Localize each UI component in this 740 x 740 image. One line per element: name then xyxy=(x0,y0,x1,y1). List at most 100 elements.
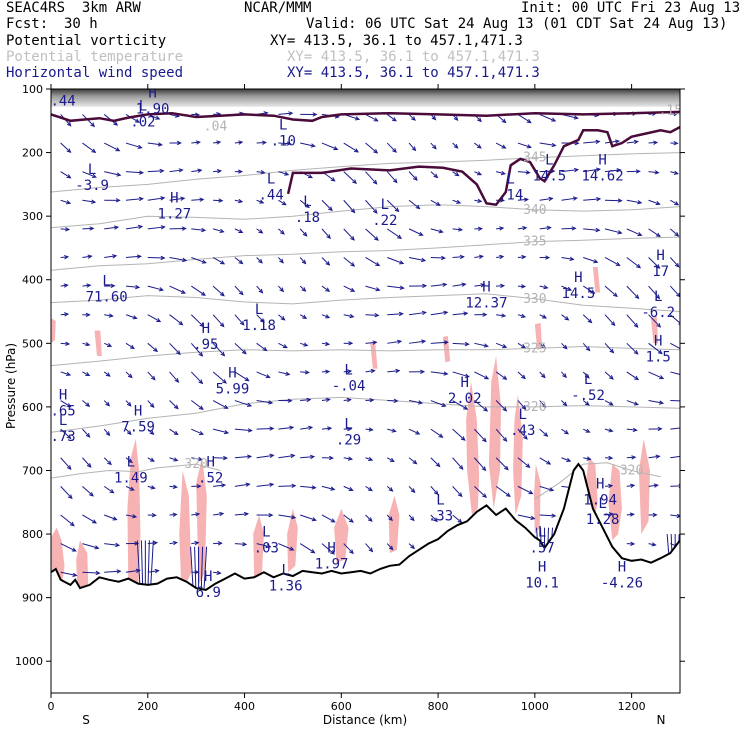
wind-arrowhead-234 xyxy=(372,179,378,185)
wind-arrowhead-83 xyxy=(151,512,157,518)
wind-vector-49 xyxy=(104,543,120,546)
wind-arrowhead-62 xyxy=(126,401,132,407)
wind-arrowhead-66 xyxy=(132,514,138,519)
wind-arrowhead-237 xyxy=(375,261,381,267)
wind-arrowhead-345 xyxy=(520,313,526,318)
wind-arrowhead-161 xyxy=(265,374,271,379)
extremum-value-0: .44 xyxy=(50,93,75,109)
wind-arrowhead-250 xyxy=(392,178,398,184)
extremum-type-3: L xyxy=(279,118,287,134)
extremum-type-26: L xyxy=(584,372,592,388)
wind-vector-196 xyxy=(300,485,316,489)
wind-vector-379 xyxy=(561,457,571,462)
wind-vector-127 xyxy=(212,371,227,384)
wind-vector-80 xyxy=(147,457,155,462)
wind-vector-271 xyxy=(408,340,426,344)
wind-vector-274 xyxy=(408,428,420,435)
wind-arrowhead-7 xyxy=(63,283,69,288)
extremum-value-32: .03 xyxy=(254,540,279,556)
wind-vector-9 xyxy=(60,371,71,376)
extremum-type-8: L xyxy=(381,197,389,213)
extremum-value-27: 1.49 xyxy=(114,470,148,486)
wind-arrowhead-428 xyxy=(654,170,660,175)
wind-vector-55 xyxy=(125,225,143,230)
wind-arrowhead-314 xyxy=(477,226,483,231)
wind-vector-385 xyxy=(583,228,600,231)
wind-vector-63 xyxy=(125,457,133,463)
wind-arrowhead-291 xyxy=(438,433,444,438)
wind-arrowhead-171 xyxy=(281,201,287,206)
wind-arrowhead-194 xyxy=(306,397,312,403)
wind-arrowhead-330 xyxy=(500,283,506,289)
wind-arrowhead-43 xyxy=(107,342,113,347)
wind-arrowhead-361 xyxy=(541,343,546,349)
wind-vector-129 xyxy=(212,428,229,434)
wind-arrowhead-334 xyxy=(502,406,508,412)
extremum-type-10: L xyxy=(545,152,553,168)
wind-arrowhead-336 xyxy=(503,465,509,471)
wind-arrowhead-286 xyxy=(442,282,448,287)
wind-arrowhead-20 xyxy=(91,173,97,178)
wind-arrowhead-413 xyxy=(637,200,643,205)
wind-arrowhead-26 xyxy=(85,342,91,347)
wind-arrowhead-143 xyxy=(239,320,245,326)
wind-arrowhead-178 xyxy=(287,398,293,403)
wind-vector-373 xyxy=(561,285,572,291)
wind-arrowhead-354 xyxy=(551,142,557,148)
wind-arrowhead-346 xyxy=(520,343,526,349)
wind-arrowhead-27 xyxy=(85,371,91,377)
wind-vector-438 xyxy=(648,484,658,487)
wind-vector-282 xyxy=(430,199,441,206)
wind-arrowhead-366 xyxy=(549,487,555,492)
wind-vector-418 xyxy=(626,371,639,380)
wind-arrowhead-384 xyxy=(595,167,602,172)
wind-vector-94 xyxy=(169,371,179,383)
extremum-value-20: .65 xyxy=(50,404,75,420)
wind-vector-84 xyxy=(147,570,159,573)
wind-arrowhead-60 xyxy=(129,344,135,350)
wind-arrowhead-368 xyxy=(573,115,579,120)
wind-arrowhead-180 xyxy=(290,453,296,459)
wind-arrowhead-438 xyxy=(655,454,661,459)
wind-vector-144 xyxy=(234,371,249,382)
wind-vector-28 xyxy=(82,428,90,438)
wind-vector-352 xyxy=(539,113,556,122)
wind-arrowhead-127 xyxy=(220,351,226,357)
wind-arrowhead-443 xyxy=(673,141,679,146)
wind-arrowhead-254 xyxy=(399,285,405,290)
wind-arrowhead-179 xyxy=(289,425,295,430)
extremum-type-24: H xyxy=(460,375,468,391)
wind-vector-429 xyxy=(648,228,661,237)
wind-arrowhead-236 xyxy=(374,236,379,241)
wind-arrowhead-312 xyxy=(476,171,483,176)
wind-vector-437 xyxy=(648,455,660,459)
field-name-wind: Horizontal wind speed xyxy=(6,65,184,81)
wind-vector-350 xyxy=(517,485,533,495)
wind-vector-163 xyxy=(256,454,274,459)
x-end-label-left: S xyxy=(82,713,90,727)
wind-vector-285 xyxy=(430,283,447,287)
wind-arrowhead-441 xyxy=(651,542,657,547)
wind-arrowhead-411 xyxy=(633,139,639,145)
wind-arrowhead-452 xyxy=(683,399,687,402)
extremum-type-9: L xyxy=(506,172,514,188)
wind-vector-42 xyxy=(104,342,112,347)
wind-vector-142 xyxy=(234,314,245,326)
wind-vector-45 xyxy=(103,428,110,436)
y-tick-label-0: 100 xyxy=(22,83,43,96)
extremum-value-2: .02 xyxy=(130,114,155,130)
wind-arrowhead-154 xyxy=(260,170,266,175)
wind-vector-445 xyxy=(669,228,679,237)
wind-vector-374 xyxy=(561,314,569,321)
wind-arrowhead-306 xyxy=(460,436,466,441)
wind-vector-60 xyxy=(125,371,133,378)
wind-vector-371 xyxy=(561,227,576,230)
wind-vector-20 xyxy=(82,199,96,203)
theta-contour-label-5: 320 xyxy=(523,400,546,415)
wind-vector-217 xyxy=(343,171,357,184)
wind-vector-13 xyxy=(60,486,73,499)
terrain-below-fill xyxy=(51,464,680,693)
y-tick-label-8: 900 xyxy=(22,592,43,605)
wind-arrowhead-358 xyxy=(545,255,551,260)
wind-vector-356 xyxy=(539,227,551,230)
